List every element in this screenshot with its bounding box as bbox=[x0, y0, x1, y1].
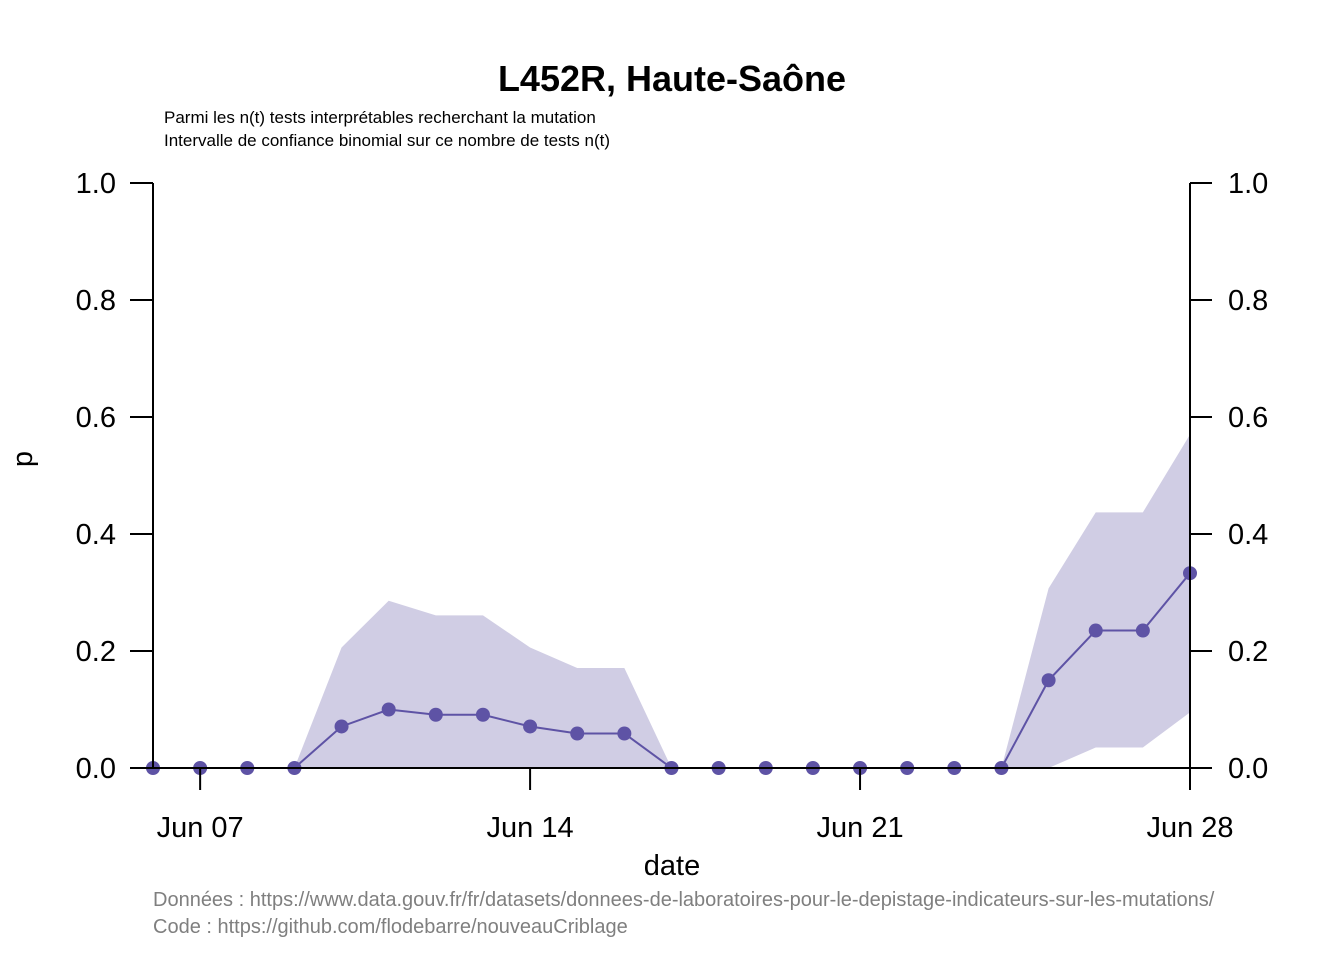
y-axis-label: p bbox=[7, 451, 39, 467]
y-tick-label-right: 0.6 bbox=[1228, 402, 1268, 434]
chart-subtitle-line-1: Parmi les n(t) tests interprétables rech… bbox=[164, 108, 596, 127]
data-point bbox=[617, 726, 632, 741]
data-point bbox=[381, 702, 396, 717]
x-tick-label: Jun 14 bbox=[487, 812, 574, 844]
data-point bbox=[475, 707, 490, 722]
code-source-text: Code : https://github.com/flodebarre/nou… bbox=[153, 916, 628, 938]
chart-subtitle-line-2: Intervalle de confiance binomial sur ce … bbox=[164, 131, 610, 150]
y-tick-label: 0.0 bbox=[76, 753, 116, 785]
right-y-axis: 0.0 0.2 0.4 0.6 0.8 1.0 bbox=[1190, 168, 1268, 785]
y-tick-label-right: 0.0 bbox=[1228, 753, 1268, 785]
y-tick-label-right: 0.2 bbox=[1228, 636, 1268, 668]
y-tick-label: 0.8 bbox=[76, 285, 116, 317]
confidence-band bbox=[153, 434, 1190, 768]
x-tick-label: Jun 28 bbox=[1146, 812, 1233, 844]
chart-title: L452R, Haute-Saône bbox=[498, 58, 846, 99]
confidence-band-layer bbox=[153, 434, 1190, 768]
x-tick-label: Jun 07 bbox=[157, 812, 244, 844]
y-tick-label-right: 0.4 bbox=[1228, 519, 1268, 551]
y-tick-label: 0.2 bbox=[76, 636, 116, 668]
x-axis-label: date bbox=[644, 850, 700, 882]
y-tick-label: 0.4 bbox=[76, 519, 116, 551]
y-tick-label-right: 1.0 bbox=[1228, 168, 1268, 200]
data-point bbox=[1041, 673, 1056, 688]
y-tick-label: 1.0 bbox=[76, 168, 116, 200]
data-point bbox=[1135, 623, 1150, 638]
data-point bbox=[428, 707, 443, 722]
y-tick-label: 0.6 bbox=[76, 402, 116, 434]
data-point bbox=[1088, 623, 1103, 638]
left-y-axis: 0.0 0.2 0.4 0.6 0.8 1.0 bbox=[76, 168, 153, 785]
data-point bbox=[523, 719, 538, 734]
y-tick-label-right: 0.8 bbox=[1228, 285, 1268, 317]
data-point bbox=[570, 726, 585, 741]
data-source-text: Données : https://www.data.gouv.fr/fr/da… bbox=[153, 889, 1215, 911]
x-axis: Jun 07 Jun 14 Jun 21 Jun 28 bbox=[157, 768, 1234, 844]
x-tick-label: Jun 21 bbox=[817, 812, 904, 844]
data-point bbox=[334, 719, 349, 734]
